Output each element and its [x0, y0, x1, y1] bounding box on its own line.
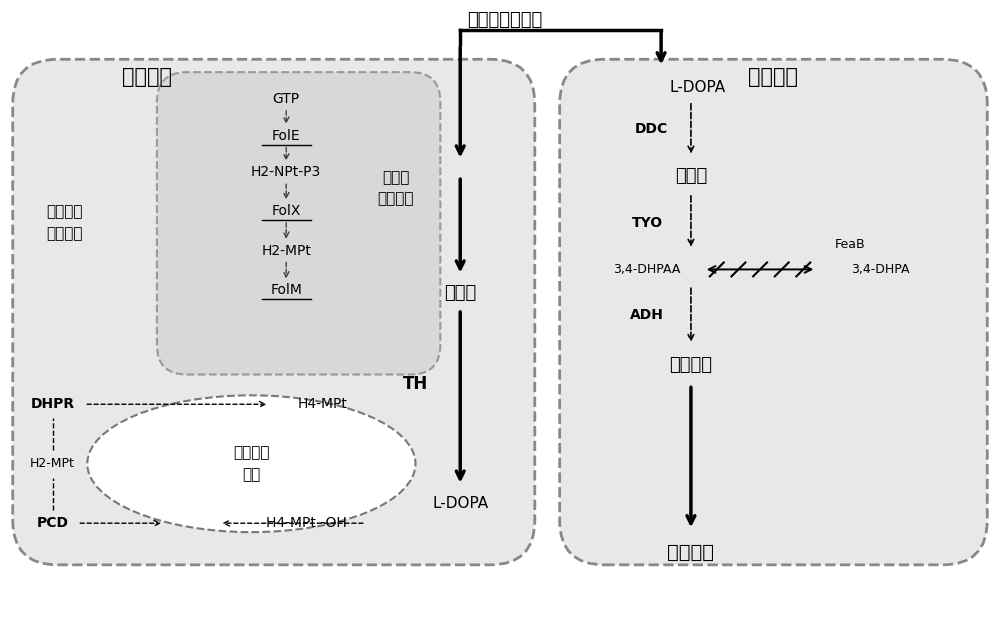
Text: L-DOPA: L-DOPA	[432, 496, 488, 511]
Text: DHPR: DHPR	[30, 397, 75, 412]
FancyBboxPatch shape	[157, 72, 440, 375]
Text: PCD: PCD	[37, 516, 68, 530]
Text: 底部菌株: 底部菌株	[748, 67, 798, 87]
Text: ADH: ADH	[630, 308, 664, 322]
Text: H4-MPt: H4-MPt	[298, 397, 348, 412]
Text: H2-MPt: H2-MPt	[261, 243, 311, 257]
Text: FolX: FolX	[272, 204, 301, 218]
Ellipse shape	[87, 396, 415, 532]
Text: 酪氨酸
生物合成: 酪氨酸 生物合成	[377, 170, 414, 206]
Text: H4-MPt -OH: H4-MPt -OH	[266, 516, 346, 530]
Text: 羟基酪醇: 羟基酪醇	[667, 543, 714, 562]
Text: 3,4-DHPA: 3,4-DHPA	[851, 263, 909, 276]
Text: 顶部菌株: 顶部菌株	[122, 67, 172, 87]
Text: 辅助因子
再生: 辅助因子 再生	[233, 445, 270, 482]
Text: FeaB: FeaB	[835, 238, 865, 251]
Text: H2-NPt-P3: H2-NPt-P3	[251, 165, 321, 179]
Text: GTP: GTP	[273, 92, 300, 106]
Text: H2-MPt: H2-MPt	[30, 457, 75, 470]
Text: 羟基酪醇: 羟基酪醇	[669, 355, 712, 373]
Text: 辅助因子
生物合成: 辅助因子 生物合成	[46, 204, 83, 241]
Text: TYO: TYO	[632, 216, 663, 230]
FancyBboxPatch shape	[560, 59, 987, 565]
Text: 酪氨酸: 酪氨酸	[444, 284, 476, 302]
Text: FolE: FolE	[272, 129, 301, 143]
Text: 酪氨酸或葡萄糖: 酪氨酸或葡萄糖	[467, 11, 543, 29]
Text: 多巴胺: 多巴胺	[675, 168, 707, 185]
Text: TH: TH	[403, 375, 428, 394]
Text: FolM: FolM	[270, 283, 302, 297]
Text: 3,4-DHPAA: 3,4-DHPAA	[613, 263, 681, 276]
Text: DDC: DDC	[635, 122, 668, 136]
FancyBboxPatch shape	[13, 59, 535, 565]
Text: L-DOPA: L-DOPA	[669, 80, 725, 94]
